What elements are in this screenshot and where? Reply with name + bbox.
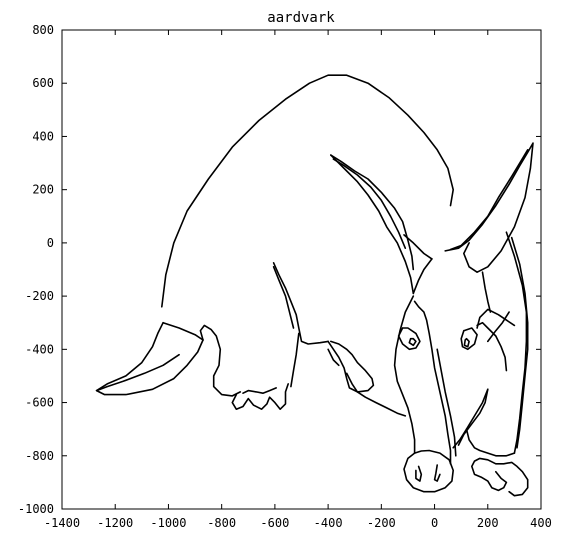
- drawing-stroke: [393, 295, 416, 454]
- drawing-stroke: [161, 74, 455, 308]
- x-tick-label: -1200: [97, 516, 133, 530]
- drawing-stroke: [162, 321, 204, 341]
- y-tick-label: 400: [32, 129, 54, 143]
- drawing-stroke: [457, 388, 489, 446]
- drawing-stroke: [329, 154, 415, 271]
- drawing-stroke: [465, 428, 516, 457]
- drawing-stroke: [476, 321, 508, 372]
- x-tick-label: -1400: [44, 516, 80, 530]
- y-tick-label: -600: [25, 396, 54, 410]
- chart-title: aardvark: [267, 10, 335, 26]
- drawing-stroke: [327, 340, 375, 393]
- y-tick-label: -800: [25, 449, 54, 463]
- drawing-stroke: [413, 300, 452, 465]
- plot-area-frame: [61, 29, 542, 510]
- y-axis: -1000 -800 -600 -400 -200 0 200 400 600 800: [18, 23, 541, 516]
- drawing-stroke: [433, 464, 441, 482]
- drawing-stroke: [199, 324, 242, 397]
- x-tick-label: -400: [314, 516, 343, 530]
- x-tick-label: -200: [367, 516, 396, 530]
- drawing-stroke: [290, 332, 300, 388]
- y-tick-label: 800: [32, 23, 54, 37]
- y-tick-label: -1000: [18, 502, 54, 516]
- drawing-stroke: [444, 142, 534, 274]
- drawing-stroke: [345, 372, 407, 417]
- drawing-stroke: [505, 231, 528, 454]
- drawing-stroke: [412, 258, 433, 295]
- drawing-stroke: [481, 271, 492, 313]
- drawing-stroke: [272, 261, 329, 345]
- drawing-stroke: [231, 383, 290, 411]
- x-tick-label: -600: [260, 516, 289, 530]
- drawing-stroke: [95, 321, 204, 396]
- drawing-stroke: [403, 234, 433, 260]
- x-tick-label: -800: [207, 516, 236, 530]
- x-axis: -1400 -1200 -1000 -800 -600 -400 -200 0 200 400: [44, 30, 552, 530]
- drawing-stroke: [329, 154, 415, 295]
- drawing-stroke: [470, 457, 529, 497]
- drawing-stroke: [436, 348, 457, 457]
- y-tick-label: 200: [32, 183, 54, 197]
- drawing-stroke: [327, 348, 340, 367]
- y-tick-label: 0: [47, 236, 54, 250]
- drawing-stroke: [332, 158, 407, 249]
- y-tick-label: -400: [25, 342, 54, 356]
- drawing-stroke: [415, 465, 423, 482]
- drawing-stroke: [397, 327, 421, 351]
- drawing-stroke: [486, 311, 510, 343]
- drawing-stroke: [463, 337, 470, 348]
- drawing-stroke: [452, 388, 489, 449]
- y-tick-label: 600: [32, 76, 54, 90]
- x-tick-label: 0: [431, 516, 438, 530]
- drawing-stroke: [408, 337, 417, 347]
- drawing-stroke: [476, 308, 516, 329]
- drawing-stroke: [449, 149, 529, 251]
- drawing-stroke: [272, 265, 295, 329]
- plot-lines: [95, 74, 534, 497]
- x-tick-label: 400: [530, 516, 552, 530]
- y-tick-label: -200: [25, 289, 54, 303]
- x-tick-label: -1000: [150, 516, 186, 530]
- drawing-stroke: [242, 387, 278, 395]
- drawing-stroke: [403, 449, 455, 493]
- drawing-stroke: [95, 353, 180, 392]
- drawing-stroke: [510, 236, 529, 449]
- drawing-stroke: [460, 327, 478, 351]
- x-tick-label: 200: [477, 516, 499, 530]
